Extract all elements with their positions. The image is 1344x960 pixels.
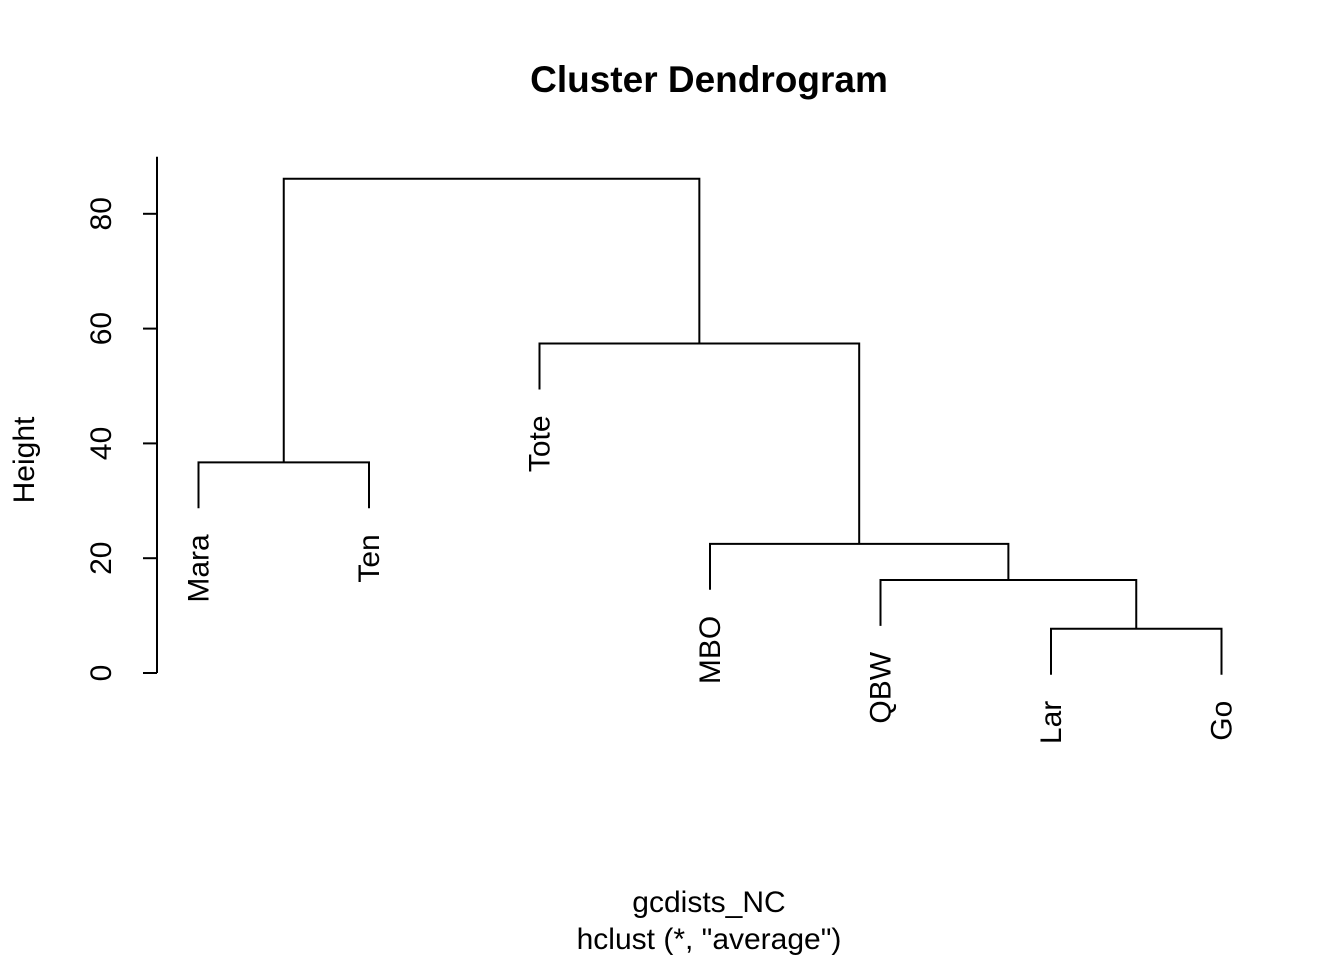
dendrogram-branch [197,461,370,509]
y-tick-label: 20 [85,542,118,575]
leaf-label-qbw: QBW [865,651,898,723]
y-axis: 0 20 40 60 80 [85,156,158,682]
leaf-label-tote: Tote [524,415,557,472]
x-axis-label: gcdists_NC [632,886,785,919]
y-tick-label: 40 [85,427,118,460]
y-axis-label: Height [8,416,41,503]
y-tick-label: 80 [85,197,118,230]
leaf-label-go: Go [1206,701,1239,741]
leaf-label-mbo: MBO [694,616,727,684]
dendrogram-branch [709,542,1010,590]
y-tick-label: 0 [85,665,118,682]
dendrogram-branches [197,177,1223,675]
leaf-label-ten: Ten [353,534,386,582]
dendrogram-branch [1050,627,1223,675]
y-tick-label: 60 [85,312,118,345]
dendrogram-branch [282,177,701,463]
chart-title: Cluster Dendrogram [530,59,888,100]
dendrogram-branch [879,579,1138,629]
leaf-labels: Mara Ten Tote MBO QBW Lar Go [183,415,1239,744]
method-sublabel: hclust (*, "average") [577,923,842,956]
leaf-label-mara: Mara [183,534,216,603]
dendrogram-branch [538,342,861,544]
leaf-label-lar: Lar [1035,701,1068,744]
